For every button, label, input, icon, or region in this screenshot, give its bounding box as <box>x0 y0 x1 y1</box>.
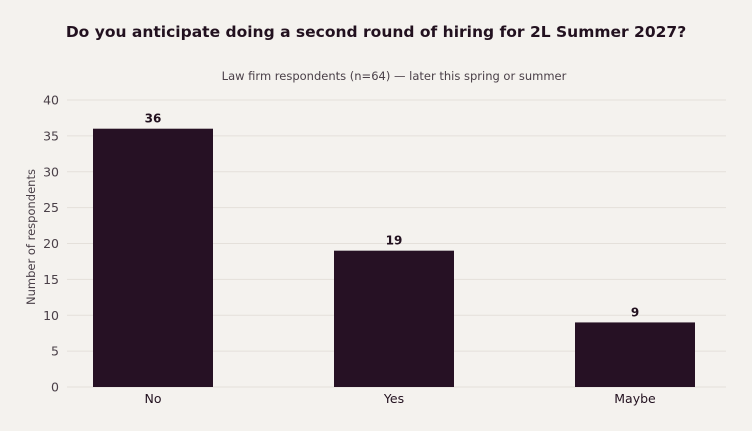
y-tick-label: 20 <box>43 236 59 251</box>
bar-no <box>93 128 213 387</box>
y-tick-label: 15 <box>43 272 59 287</box>
y-tick-label: 40 <box>43 93 59 108</box>
x-tick-label: Maybe <box>614 391 656 406</box>
bar-maybe <box>575 322 695 387</box>
chart-subtitle: Law firm respondents (n=64) — later this… <box>222 69 567 83</box>
y-tick-label: 25 <box>43 200 59 215</box>
data-label: 36 <box>145 112 162 126</box>
y-axis-label: Number of respondents <box>24 169 38 305</box>
y-tick-label: 35 <box>43 128 59 143</box>
y-tick-label: 5 <box>51 344 59 359</box>
bar-yes <box>334 250 454 387</box>
y-axis-ticks: 0 5 10 15 20 25 30 35 40 <box>43 93 59 395</box>
bars <box>93 128 695 387</box>
x-tick-label: Yes <box>383 391 404 406</box>
x-axis-ticks: No Yes Maybe <box>145 391 657 406</box>
data-label: 19 <box>386 234 403 248</box>
data-labels: 36 19 9 <box>145 112 640 320</box>
x-tick-label: No <box>145 391 162 406</box>
y-tick-label: 10 <box>43 308 59 323</box>
y-tick-label: 30 <box>43 164 59 179</box>
chart-title: Do you anticipate doing a second round o… <box>66 23 686 41</box>
data-label: 9 <box>631 305 639 319</box>
y-tick-label: 0 <box>51 380 59 395</box>
